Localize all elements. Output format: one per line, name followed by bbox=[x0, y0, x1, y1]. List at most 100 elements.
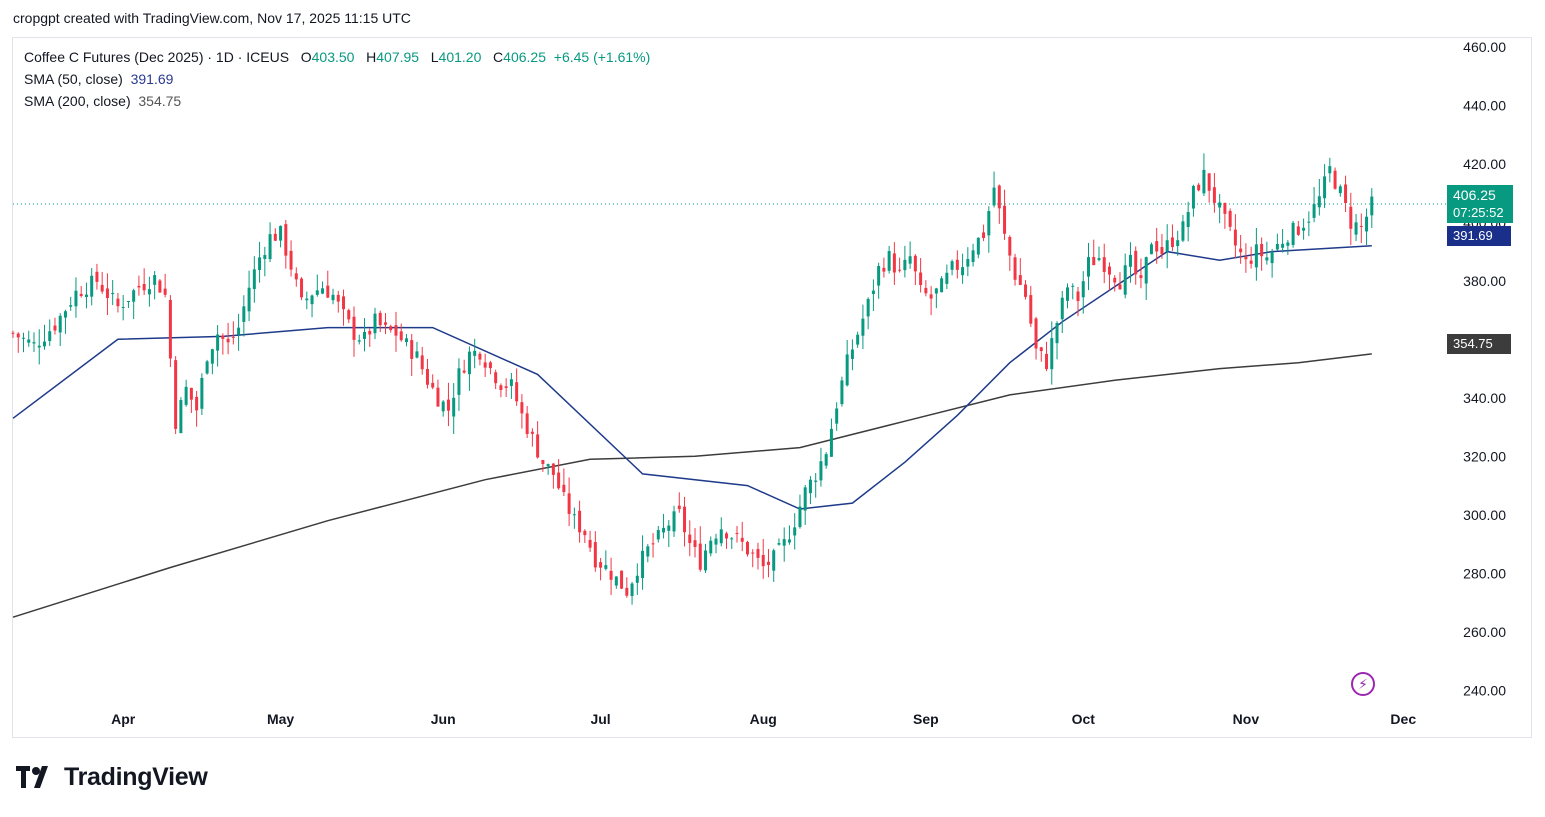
candle-body bbox=[363, 331, 367, 339]
lightning-icon[interactable]: ⚡ bbox=[1351, 672, 1375, 696]
legend-sma50-row[interactable]: SMA (50, close) 391.69 bbox=[24, 68, 650, 90]
change-value: +6.45 (+1.61%) bbox=[553, 49, 651, 65]
candle-body bbox=[226, 338, 230, 343]
candle-body bbox=[1281, 243, 1285, 248]
candle-body bbox=[289, 250, 293, 270]
candle-body bbox=[803, 487, 807, 511]
candle-body bbox=[504, 386, 508, 388]
candle-body bbox=[258, 257, 262, 271]
close-label: C bbox=[493, 49, 504, 65]
candle-body bbox=[137, 285, 141, 288]
y-tick-label: 440.00 bbox=[1463, 97, 1506, 113]
candle-body bbox=[1024, 284, 1028, 297]
candle-body bbox=[1239, 248, 1243, 253]
candle-body bbox=[1317, 196, 1321, 208]
candle-body bbox=[730, 538, 734, 540]
candle-body bbox=[142, 283, 146, 291]
candle-body bbox=[646, 546, 650, 557]
candle-body bbox=[819, 461, 823, 481]
candle-body bbox=[1113, 277, 1117, 283]
candle-body bbox=[21, 337, 25, 339]
candle-body bbox=[745, 541, 749, 555]
candle-body bbox=[1066, 287, 1070, 301]
candle-body bbox=[494, 372, 498, 384]
x-tick-label: Nov bbox=[1233, 711, 1260, 727]
candle-body bbox=[478, 353, 482, 360]
candle-body bbox=[1186, 212, 1190, 228]
candle-body bbox=[593, 542, 597, 568]
candle-body bbox=[934, 288, 938, 294]
candle-body bbox=[751, 552, 755, 554]
candle-body bbox=[992, 187, 996, 206]
candle-body bbox=[536, 434, 540, 458]
low-value: 401.20 bbox=[438, 49, 482, 65]
chart-frame[interactable] bbox=[12, 37, 1532, 738]
x-tick-label: Aug bbox=[750, 711, 777, 727]
candle-body bbox=[651, 543, 655, 545]
candle-body bbox=[898, 269, 902, 271]
candle-body bbox=[861, 318, 865, 336]
candle-body bbox=[394, 325, 398, 336]
candle-body bbox=[882, 267, 886, 272]
candle-body bbox=[698, 543, 702, 570]
candle-body bbox=[829, 428, 833, 457]
candle-body bbox=[714, 538, 718, 545]
candle-body bbox=[1149, 244, 1153, 255]
candle-body bbox=[352, 316, 356, 340]
candle-body bbox=[326, 285, 330, 298]
candle-body bbox=[84, 294, 88, 298]
candle-body bbox=[205, 361, 209, 374]
candle-body bbox=[798, 506, 802, 527]
candle-body bbox=[1086, 257, 1090, 277]
symbol-label[interactable]: Coffee C Futures (Dec 2025) · 1D · ICEUS bbox=[24, 49, 290, 65]
candle-body bbox=[1254, 244, 1258, 268]
candle-body bbox=[793, 527, 797, 536]
candle-body bbox=[509, 379, 513, 386]
candle-body bbox=[1170, 237, 1174, 248]
candle-body bbox=[635, 575, 639, 583]
candle-body bbox=[315, 290, 319, 295]
candle-body bbox=[116, 298, 120, 307]
sma50-value: 391.69 bbox=[130, 71, 174, 87]
candle-body bbox=[871, 290, 875, 294]
high-value: 407.95 bbox=[376, 49, 420, 65]
candle-body bbox=[179, 400, 183, 434]
candle-body bbox=[567, 493, 571, 514]
candles bbox=[11, 153, 1374, 605]
candle-body bbox=[766, 561, 770, 565]
candle-body bbox=[950, 261, 954, 270]
candle-body bbox=[1265, 257, 1269, 261]
candle-body bbox=[126, 300, 130, 302]
y-tick-label: 380.00 bbox=[1463, 273, 1506, 289]
candle-body bbox=[976, 237, 980, 255]
candle-body bbox=[11, 332, 15, 334]
chart-caption: cropgpt created with TradingView.com, No… bbox=[13, 10, 411, 26]
candle-body bbox=[572, 514, 576, 516]
candle-body bbox=[231, 336, 235, 338]
candle-body bbox=[336, 294, 340, 302]
candle-body bbox=[90, 275, 94, 297]
tradingview-mark-icon bbox=[16, 766, 48, 788]
candle-body bbox=[630, 583, 634, 597]
candle-body bbox=[530, 431, 534, 434]
candle-body bbox=[1354, 222, 1358, 235]
candle-body bbox=[1223, 202, 1227, 214]
candle-body bbox=[667, 525, 671, 531]
candle-body bbox=[683, 506, 687, 533]
candle-body bbox=[446, 399, 450, 411]
candle-body bbox=[814, 480, 818, 482]
candle-body bbox=[174, 360, 178, 429]
open-label: O bbox=[300, 49, 312, 65]
candle-body bbox=[347, 310, 351, 320]
low-label: L bbox=[430, 49, 439, 65]
y-tick-label: 320.00 bbox=[1463, 448, 1506, 464]
candle-body bbox=[436, 387, 440, 407]
sma200-tag-value: 354.75 bbox=[1453, 336, 1493, 351]
candle-body bbox=[420, 355, 424, 370]
candle-body bbox=[1370, 196, 1374, 216]
candle-body bbox=[53, 325, 57, 331]
candle-body bbox=[609, 570, 613, 580]
legend-sma200-row[interactable]: SMA (200, close) 354.75 bbox=[24, 90, 650, 112]
tradingview-logo[interactable]: TradingView bbox=[16, 762, 208, 792]
